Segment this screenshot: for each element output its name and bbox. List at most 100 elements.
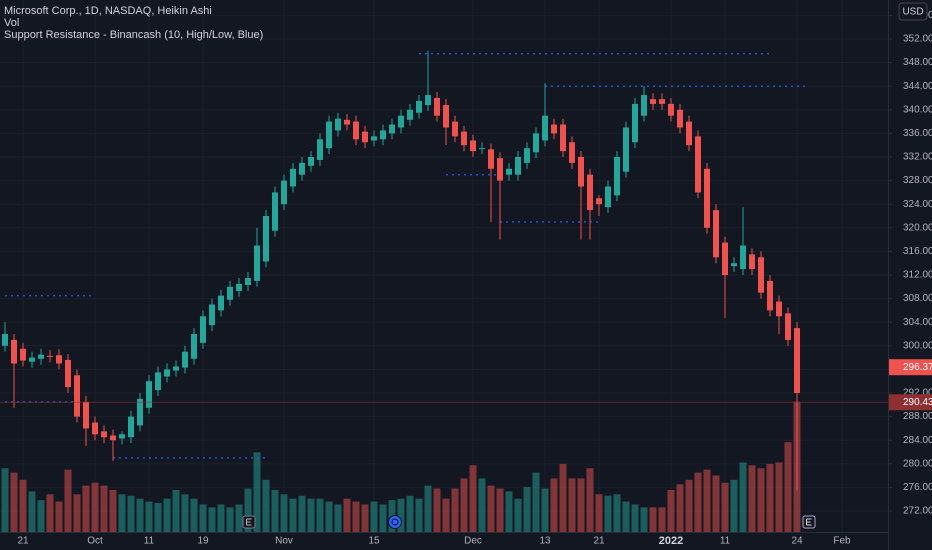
- event-earnings[interactable]: [242, 515, 256, 529]
- candles: [2, 50, 801, 491]
- candle-body: [479, 148, 486, 150]
- chart-title: Microsoft Corp., 1D, NASDAQ, Heikin Ashi: [4, 5, 212, 17]
- candle-body: [173, 366, 180, 371]
- candle-body: [758, 257, 765, 293]
- candle-body: [623, 127, 630, 172]
- candle-body: [596, 198, 603, 205]
- candle-body: [650, 99, 657, 104]
- volume-bar: [46, 494, 54, 532]
- candle-body: [65, 359, 72, 388]
- candle-body: [713, 210, 720, 258]
- volume-bar: [316, 498, 324, 532]
- y-tick-label: 340.00: [903, 104, 932, 115]
- volume-bar: [613, 494, 621, 532]
- price-label-box: [889, 394, 932, 411]
- volume-bar: [208, 507, 216, 532]
- candle-body: [785, 313, 792, 340]
- volume-bar: [505, 491, 513, 532]
- volume-bar: [757, 468, 765, 532]
- y-tick-label: 332.00: [903, 152, 932, 163]
- volume-bar: [712, 475, 720, 532]
- y-tick-label: 272.00: [903, 506, 932, 517]
- candle-body: [272, 192, 279, 231]
- y-tick-label: 324.00: [903, 199, 932, 210]
- volume-bar: [775, 462, 783, 532]
- candle-body: [101, 431, 108, 438]
- x-tick-label: Nov: [275, 536, 293, 547]
- candle-body: [767, 280, 774, 311]
- candle-body: [263, 215, 270, 262]
- volume-bar: [379, 504, 387, 532]
- volume-bar: [721, 482, 729, 532]
- volume-bar: [469, 465, 477, 532]
- volume-bar: [19, 479, 27, 532]
- candle-body: [794, 328, 801, 393]
- volume-bar: [190, 498, 198, 532]
- candle-body: [416, 100, 423, 113]
- candle-body: [641, 95, 648, 116]
- candle-body: [560, 124, 567, 152]
- volume-bar: [685, 479, 693, 532]
- y-tick-label: 300.00: [903, 340, 932, 351]
- event-earnings[interactable]: [802, 515, 816, 529]
- volume-bar: [253, 452, 261, 532]
- candle-body: [119, 434, 126, 439]
- price-axis: 356.00352.00348.00344.00340.00336.00332.…: [0, 10, 932, 517]
- volume-bar: [631, 504, 639, 532]
- volume-bar: [568, 478, 576, 532]
- volume-bar: [127, 495, 135, 532]
- x-tick-label: Oct: [87, 536, 103, 547]
- volume-bar: [577, 478, 585, 532]
- candle-body: [398, 115, 405, 128]
- volume-bar: [415, 498, 423, 532]
- y-tick-label: 352.00: [903, 34, 932, 45]
- volume-bar: [118, 494, 126, 532]
- candle-body: [722, 242, 729, 275]
- candle-body: [542, 115, 549, 141]
- volume-bar: [478, 478, 486, 532]
- candle-body: [155, 372, 162, 391]
- volume-bar: [406, 495, 414, 532]
- volume-bar: [370, 501, 378, 532]
- candle-body: [353, 121, 360, 140]
- y-tick-label: 284.00: [903, 435, 932, 446]
- volume-bar: [487, 485, 495, 532]
- volume-bar: [703, 469, 711, 532]
- y-tick-label: 320.00: [903, 222, 932, 233]
- candle-body: [533, 133, 540, 153]
- volume-bar: [334, 504, 342, 532]
- candle-body: [245, 277, 252, 286]
- currency: USD: [902, 7, 923, 18]
- volume-bar: [424, 485, 432, 532]
- event-dividend[interactable]: [388, 515, 402, 529]
- currency-box[interactable]: [898, 2, 928, 21]
- event-icon[interactable]: [388, 515, 402, 529]
- candle-body: [20, 348, 27, 361]
- x-tick-label: 24: [791, 536, 803, 547]
- candle-body: [452, 121, 459, 137]
- x-tick-label: 15: [368, 536, 380, 547]
- x-tick-label: 2022: [659, 535, 683, 547]
- candle-body: [740, 245, 747, 270]
- candle-body: [83, 401, 90, 429]
- volume-label: Vol: [4, 17, 19, 29]
- volume-bar: [10, 472, 18, 532]
- volume-bar: [64, 469, 72, 532]
- candle-body: [389, 124, 396, 134]
- volume-bar: [226, 507, 234, 532]
- volume-bar: [100, 485, 108, 532]
- candle-body: [146, 381, 153, 408]
- candle-body: [497, 158, 504, 181]
- candle-body: [47, 355, 54, 357]
- candle-body: [56, 355, 63, 364]
- candle-body: [776, 301, 783, 317]
- volume-bar: [514, 498, 522, 532]
- volume-bar: [649, 507, 657, 532]
- volume-bar: [442, 498, 450, 532]
- candle-body: [182, 351, 189, 368]
- volume-bar: [730, 479, 738, 532]
- price-label: 290.43: [903, 397, 932, 408]
- volume-bar: [1, 468, 9, 532]
- x-tick-label: 19: [197, 536, 209, 547]
